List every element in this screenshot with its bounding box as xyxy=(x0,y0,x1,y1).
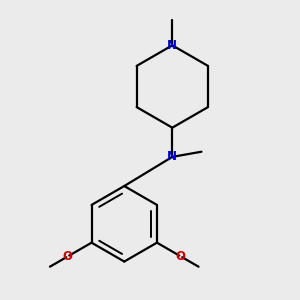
Text: N: N xyxy=(167,150,177,164)
Text: O: O xyxy=(63,250,73,263)
Text: O: O xyxy=(176,250,186,263)
Text: N: N xyxy=(167,39,177,52)
